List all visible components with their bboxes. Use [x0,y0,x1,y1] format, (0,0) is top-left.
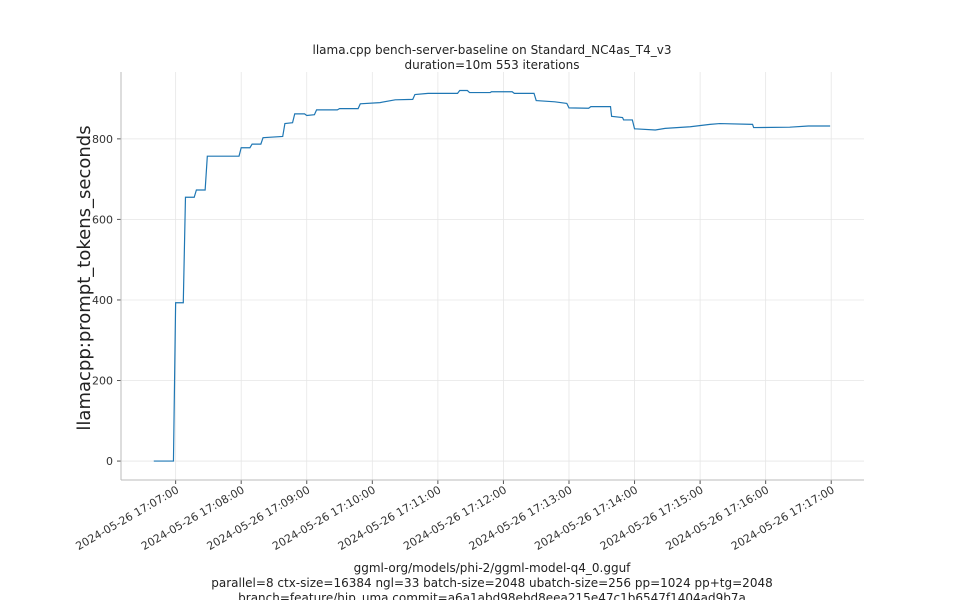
y-tick-label: 0 [106,455,113,468]
y-axis-label: llamacpp:prompt_tokens_seconds [74,125,95,430]
y-tick-label: 800 [92,133,113,146]
data-line [153,89,831,462]
y-tick-label: 200 [92,375,113,388]
x-tick-label: 2024-05-26 17:07:00 [73,483,181,553]
footer-line: branch=feature/hip_uma commit=a6a1abd98e… [238,591,746,600]
y-tick-label: 400 [92,294,113,307]
chart-subtitle: duration=10m 553 iterations [405,58,580,72]
chart-title: llama.cpp bench-server-baseline on Stand… [313,43,672,57]
footer-line: parallel=8 ctx-size=16384 ngl=33 batch-s… [211,576,772,590]
y-tick-label: 600 [92,213,113,226]
footer-line: ggml-org/models/phi-2/ggml-model-q4_0.gg… [354,561,632,575]
